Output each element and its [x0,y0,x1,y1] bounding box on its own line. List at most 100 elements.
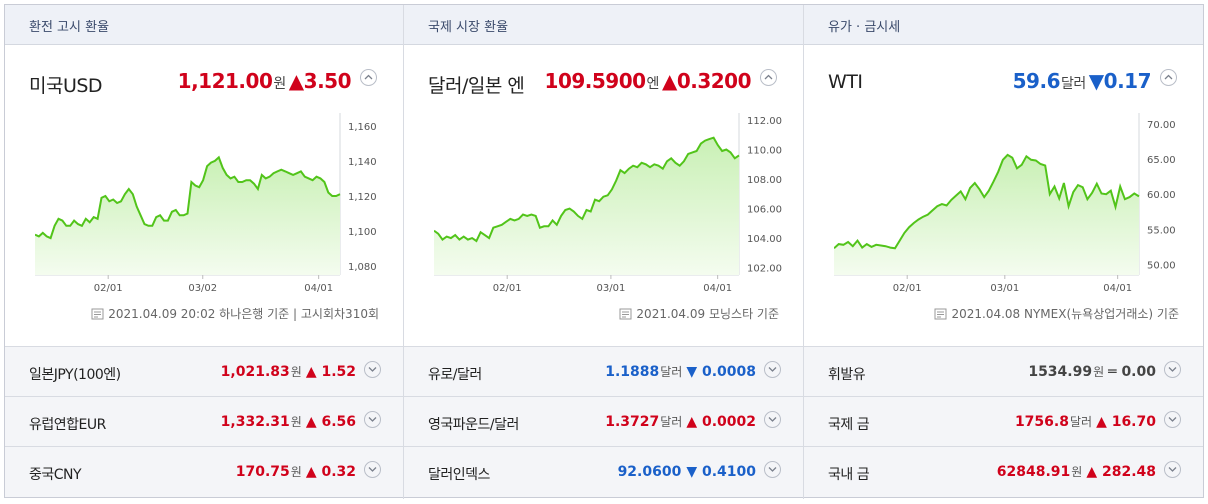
quote-row-unit: 원 [290,465,302,479]
main-quote-unit: 달러 [1061,76,1086,92]
quote-row[interactable]: 유로/달러 1.1888달러 ▼ 0.0008 [404,347,803,397]
quote-row-change: ═ 0.00 [1108,364,1156,380]
quote-row[interactable]: 국내 금 62848.91원 ▲ 282.48 [804,447,1203,497]
price-chart: 112.00 110.00 108.00 106.00 104.00 102.00 02/0… [434,113,782,294]
y-tick-label: 106.00 [747,205,782,216]
quote-row-unit: 달러 [1069,415,1093,429]
quote-row[interactable]: 일본JPY(100엔) 1,021.83원 ▲ 1.52 [5,347,403,397]
main-quote-unit: 원 [273,76,286,92]
quote-row-name[interactable]: 국제 금 [828,417,870,433]
y-tick-label: 55.00 [1147,225,1176,236]
main-quote-name[interactable]: WTI [828,71,863,93]
main-quote-price-line: 109.5900엔 ▲0.3200 [545,69,777,93]
quote-row-change: ▼ 0.4100 [686,464,756,480]
column-title[interactable]: 유가 · 금시세 [804,5,1203,45]
main-quote-price-line: 1,121.00원 ▲3.50 [178,69,377,93]
quote-row-value: 1.3727 [605,414,660,430]
x-tick-label: 02/01 [893,283,922,294]
expand-toggle-icon[interactable] [364,361,381,378]
column-exchange: 환전 고시 환율 미국USD 1,121.00원 ▲3.50 1,160 1,140… [5,5,404,499]
quote-row-name[interactable]: 달러인덱스 [428,467,490,483]
quote-row-value-line: 92.0600 ▼ 0.4100 [618,461,781,480]
quote-row-value: 1,021.83 [220,364,290,380]
quote-row-unit: 원 [290,415,302,429]
x-tick-label: 02/01 [493,283,522,294]
collapse-toggle-icon[interactable] [1160,69,1177,86]
document-icon [619,308,632,323]
quote-row-value: 1756.8 [1014,414,1069,430]
quote-row-unit: 원 [1071,465,1083,479]
x-tick-label: 04/01 [1103,283,1132,294]
main-quote: WTI 59.6달러 ▼0.17 70.00 65.00 60.00 55.00 50.0… [804,45,1203,347]
expand-toggle-icon[interactable] [764,411,781,428]
expand-toggle-icon[interactable] [1164,461,1181,478]
quote-row-change: ▼ 0.0008 [686,364,756,380]
quote-row-name[interactable]: 휘발유 [828,367,866,383]
expand-toggle-icon[interactable] [364,461,381,478]
y-tick-label: 104.00 [747,234,782,245]
quote-row-value: 170.75 [235,464,290,480]
expand-toggle-icon[interactable] [764,461,781,478]
x-tick-label: 03/02 [188,283,217,294]
quote-row-value-line: 62848.91원 ▲ 282.48 [997,461,1181,480]
y-tick-label: 1,080 [348,262,377,273]
x-tick-label: 03/01 [596,283,625,294]
collapse-toggle-icon[interactable] [760,69,777,86]
quote-row-value-line: 170.75원 ▲ 0.32 [236,461,381,480]
quote-row-name[interactable]: 영국파운드/달러 [428,417,519,433]
quote-row[interactable]: 영국파운드/달러 1.3727달러 ▲ 0.0002 [404,397,803,447]
main-quote-price: 59.6 [1012,69,1061,93]
chart-series-line [834,153,1140,250]
quote-row-name[interactable]: 유로/달러 [428,367,482,383]
expand-toggle-icon[interactable] [1164,411,1181,428]
chart-area-fill [834,154,1139,275]
quote-row[interactable]: 달러인덱스 92.0600 ▼ 0.4100 [404,447,803,497]
collapse-toggle-icon[interactable] [360,69,377,86]
quote-row-value: 1534.99 [1028,364,1093,380]
y-tick-label: 65.00 [1147,155,1176,166]
chart-area-fill [434,137,739,275]
quote-row-name[interactable]: 유럽연합EUR [29,417,106,433]
expand-toggle-icon[interactable] [364,411,381,428]
chart-series-line [434,136,740,243]
quote-row[interactable]: 휘발유 1534.99원 ═ 0.00 [804,347,1203,397]
column-oil-gold: 유가 · 금시세 WTI 59.6달러 ▼0.17 70.00 65.00 60.00… [804,5,1203,499]
quote-row[interactable]: 중국CNY 170.75원 ▲ 0.32 [5,447,403,497]
quote-list: 휘발유 1534.99 원 ═ 0.00 국제 금 1756.8달러 ▲ 16.70 국내 금… [804,347,1203,497]
x-tick-label: 04/01 [703,283,732,294]
y-tick-label: 1,140 [348,157,377,168]
quote-row-name[interactable]: 중국CNY [29,467,82,483]
chart-series-line [35,155,341,240]
quote-row-change: ▲ 1.52 [305,364,356,380]
quote-row-value-line: 1,021.83원 ▲ 1.52 [221,361,381,380]
quote-row-value-line: 1756.8달러 ▲ 16.70 [1015,411,1181,430]
y-tick-label: 1,160 [348,122,377,133]
price-chart: 70.00 65.00 60.00 55.00 50.00 02/01 03/01 04/01 [834,113,1176,294]
y-tick-label: 60.00 [1147,190,1176,201]
y-tick-label: 108.00 [747,175,782,186]
quote-row-name[interactable]: 일본JPY(100엔) [29,367,121,383]
main-quote: 미국USD 1,121.00원 ▲3.50 1,160 1,140 1,120 1,10… [5,45,403,347]
quote-row-change: ▲ 0.32 [305,464,356,480]
document-icon [934,308,947,323]
main-quote-name[interactable]: 미국USD [29,75,103,97]
quote-row-name[interactable]: 국내 금 [828,467,870,483]
quote-row-value: 92.0600 [617,464,682,480]
x-tick-label: 04/01 [304,283,333,294]
main-quote-name[interactable]: 달러/일본 엔 [428,75,525,97]
x-tick-label: 02/01 [94,283,123,294]
quote-row-unit: 원 [290,365,302,379]
quote-row-value: 1.1888 [605,364,660,380]
data-source-text: 2021.04.08 NYMEX(뉴욕상업거래소) 기준 [951,307,1179,321]
column-title[interactable]: 환전 고시 환율 [5,5,403,45]
quote-row[interactable]: 국제 금 1756.8달러 ▲ 16.70 [804,397,1203,447]
column-title[interactable]: 국제 시장 환율 [404,5,803,45]
y-tick-label: 102.00 [747,264,782,275]
y-tick-label: 1,100 [348,227,377,238]
document-icon [91,308,104,323]
y-tick-label: 1,120 [348,192,377,203]
main-quote-price-line: 59.6달러 ▼0.17 [1013,69,1177,93]
quote-row[interactable]: 유럽연합EUR 1,332.31원 ▲ 6.56 [5,397,403,447]
expand-toggle-icon[interactable] [764,361,781,378]
expand-toggle-icon[interactable] [1164,361,1181,378]
